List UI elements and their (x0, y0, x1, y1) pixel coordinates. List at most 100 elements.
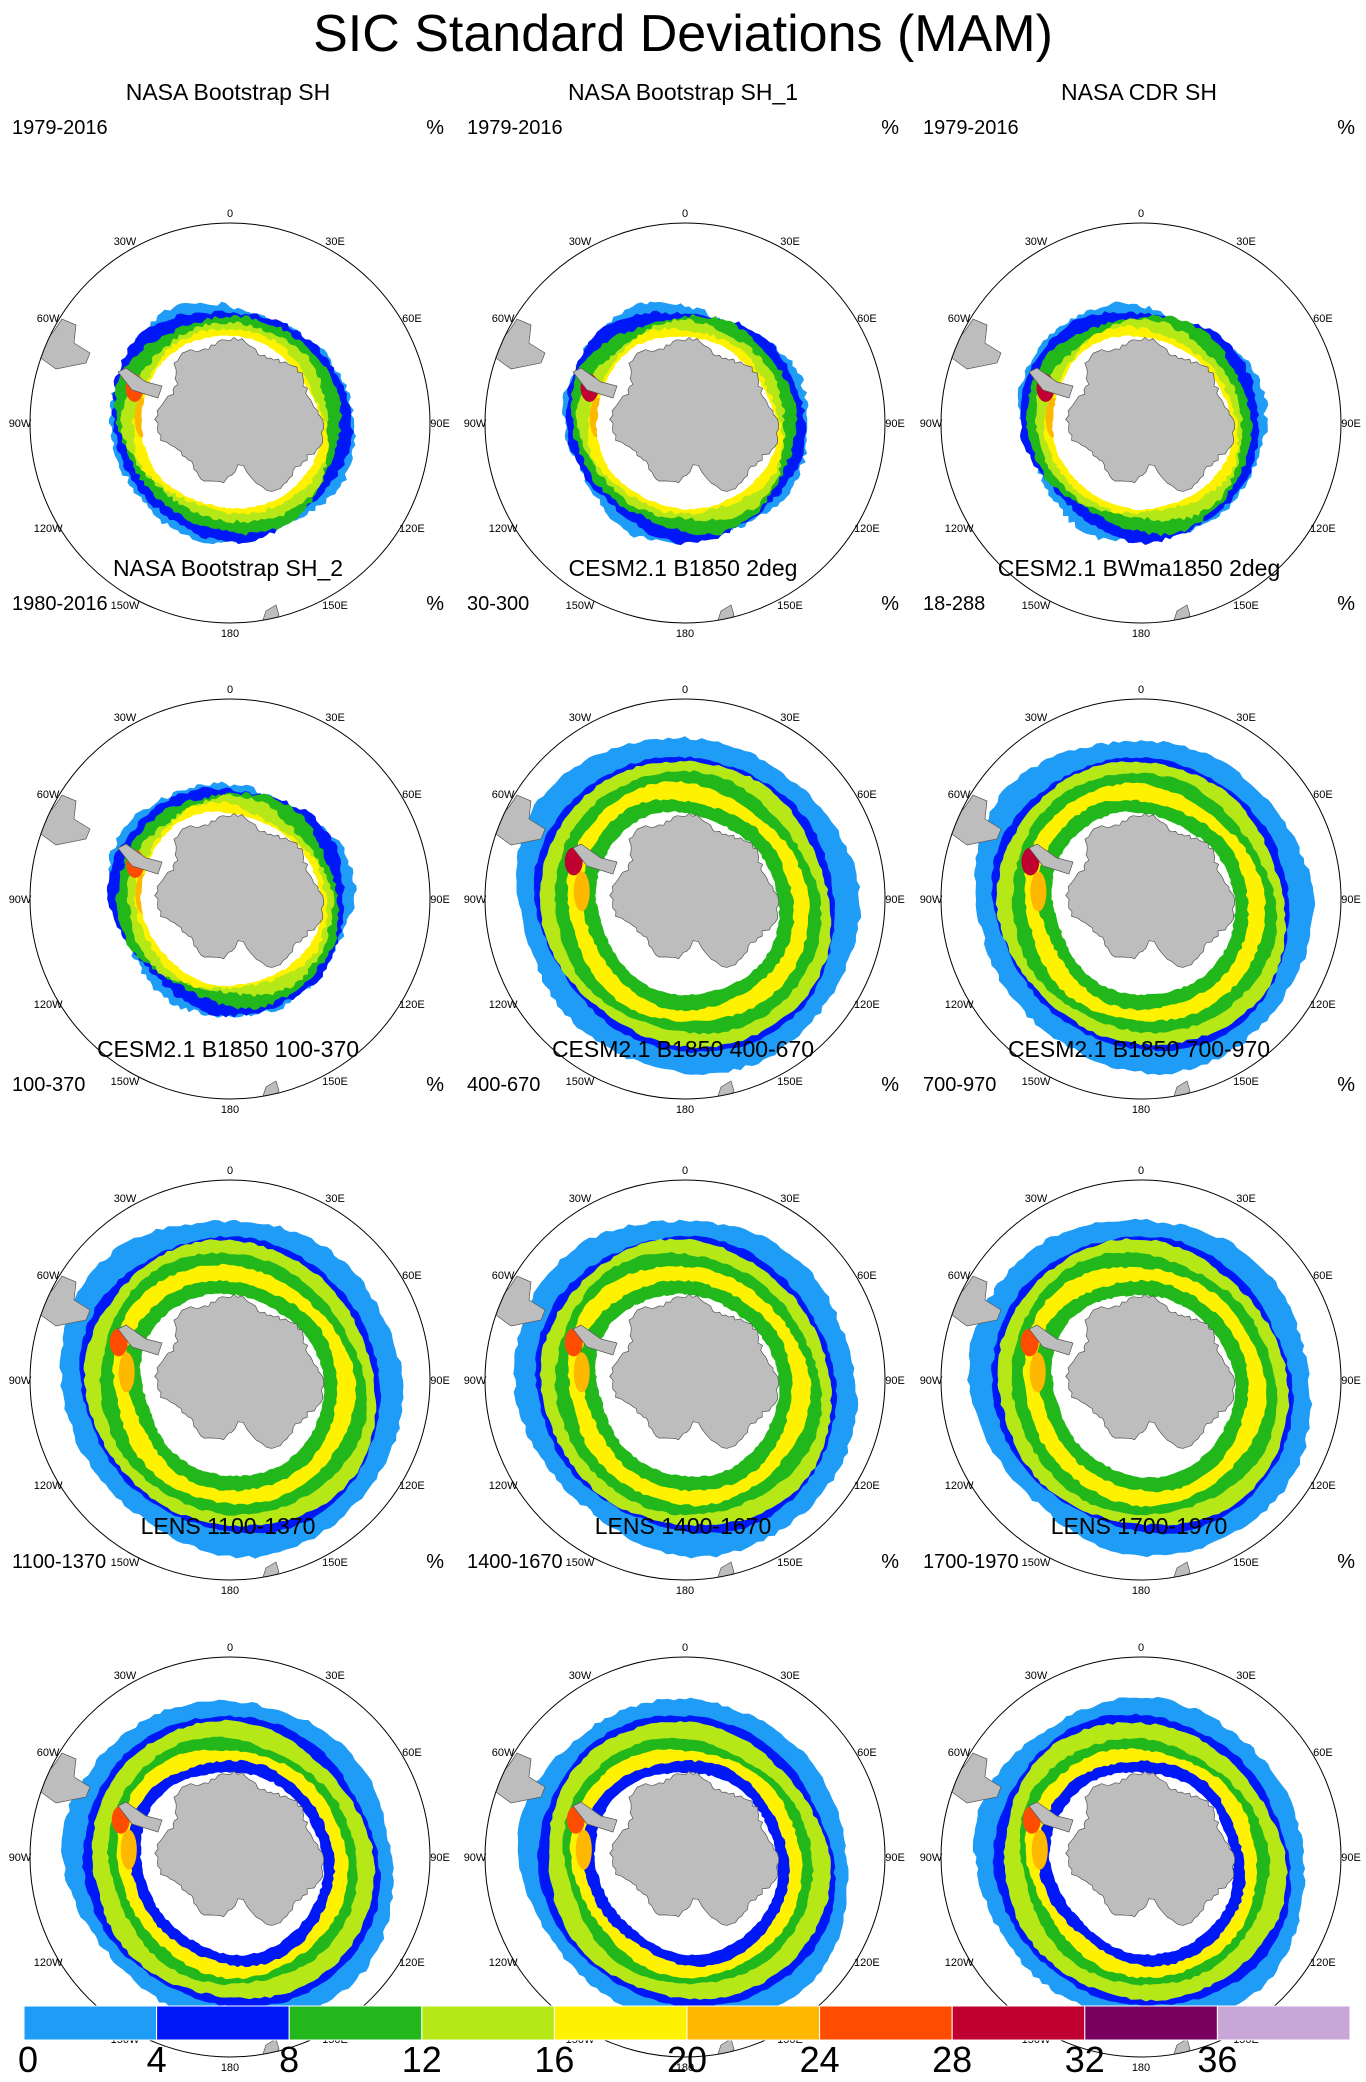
colorbar-tick-label: 16 (534, 2039, 575, 2080)
longitude-label: 30W (114, 1193, 137, 1205)
map-boundary (940, 222, 1342, 624)
longitude-label: 120W (34, 999, 63, 1011)
longitude-label: 90E (1341, 1375, 1361, 1387)
south-america-tip (488, 1275, 546, 1327)
antarctic-peninsula (572, 367, 618, 399)
longitude-label: 0 (682, 208, 688, 220)
sic-peak-20 (575, 1829, 592, 1870)
longitude-label: 60E (857, 1747, 877, 1759)
longitude-label: 120E (854, 1957, 880, 1969)
longitude-label: 60E (402, 1270, 422, 1282)
longitude-label: 60W (37, 1270, 60, 1282)
longitude-label: 90E (430, 1375, 450, 1387)
longitude-label: 150E (777, 1557, 803, 1569)
longitude-label: 60W (37, 1747, 60, 1759)
longitude-label: 150W (566, 600, 595, 612)
colorbar-tick-label: 32 (1064, 2039, 1105, 2080)
longitude-label: 120W (489, 1957, 518, 1969)
longitude-label: 0 (227, 208, 233, 220)
longitude-label: 30E (780, 236, 800, 248)
longitude-label: 120E (854, 999, 880, 1011)
map-boundary (29, 1656, 431, 2058)
longitude-label: 150E (777, 600, 803, 612)
longitude-label: 180 (1132, 2062, 1150, 2074)
antarctic-peninsula (572, 1324, 618, 1356)
longitude-label: 90W (9, 418, 32, 430)
longitude-label: 180 (221, 1104, 239, 1116)
longitude-label: 90W (920, 894, 943, 906)
longitude-label: 150W (566, 1557, 595, 1569)
longitude-label: 60E (857, 1270, 877, 1282)
south-america-tip (488, 1752, 546, 1804)
panel-title: CESM2.1 B1850 100-370 (96, 1036, 360, 1062)
polar-map: 0 30E 60E 90E 120E 150E 180 150W 120W 90W 60W 30W (9, 1165, 450, 1597)
longitude-label: 0 (682, 684, 688, 696)
antarctica-landmass (609, 1293, 780, 1449)
longitude-label: 60E (1313, 1270, 1333, 1282)
longitude-label: 90E (885, 1375, 905, 1387)
polar-map: 0 30E 60E 90E 120E 150E 180 150W 120W 90W 60W 30W (920, 684, 1361, 1116)
antarctica-landmass (1065, 336, 1236, 492)
panel-period: 1979-2016 (923, 117, 1019, 139)
polar-map: 0 30E 60E 90E 120E 150E 180 150W 120W 90W 60W 30W (9, 208, 450, 640)
longitude-label: 90E (430, 1852, 450, 1864)
figure-title: SIC Standard Deviations (MAM) (313, 5, 1053, 63)
polar-map: 0 30E 60E 90E 120E 150E 180 150W 120W 90W 60W 30W (464, 208, 905, 640)
longitude-label: 150W (111, 1557, 140, 1569)
antarctic-peninsula (572, 1801, 618, 1833)
sic-peak-20 (1030, 871, 1047, 912)
longitude-label: 180 (221, 1585, 239, 1597)
longitude-label: 120W (34, 1957, 63, 1969)
map-boundary (484, 698, 886, 1100)
longitude-label: 120W (489, 1480, 518, 1492)
longitude-label: 90W (464, 418, 487, 430)
longitude-label: 60W (492, 1270, 515, 1282)
map-panel: 0 30E 60E 90E 120E 150E 180 150W 120W 90W 60W 30W LE… (911, 1512, 1366, 2074)
polar-map: 0 30E 60E 90E 120E 150E 180 150W 120W 90W 60W 30W (464, 684, 905, 1116)
longitude-label: 60E (1313, 1747, 1333, 1759)
longitude-label: 0 (1138, 1165, 1144, 1177)
longitude-label: 60E (857, 789, 877, 801)
colorbar-tick-label: 12 (401, 2039, 442, 2080)
longitude-label: 60E (1313, 313, 1333, 325)
panel-period: 1979-2016 (12, 117, 108, 139)
longitude-label: 150E (777, 1076, 803, 1088)
longitude-label: 60W (948, 1270, 971, 1282)
colorbar-bin (553, 2005, 688, 2041)
antarctica-landmass (609, 1770, 780, 1926)
antarctica-landmass (1065, 1293, 1236, 1449)
panel-title: CESM2.1 B1850 400-670 (551, 1036, 815, 1062)
colorbar-bin (288, 2005, 423, 2041)
colorbar-bin (156, 2005, 290, 2041)
longitude-label: 90E (1341, 1852, 1361, 1864)
panel-units: % (1337, 1074, 1355, 1096)
longitude-label: 90E (1341, 894, 1361, 906)
longitude-label: 90W (920, 1852, 943, 1864)
longitude-label: 0 (1138, 1642, 1144, 1654)
panel-period: 18-288 (923, 593, 986, 615)
panel-period: 1979-2016 (467, 117, 563, 139)
longitude-label: 180 (676, 2062, 694, 2074)
panel-title: CESM2.1 B1850 2deg (568, 555, 798, 581)
longitude-label: 180 (676, 628, 694, 640)
polar-map: 0 30E 60E 90E 120E 150E 180 150W 120W 90W 60W 30W (920, 1165, 1361, 1597)
map-panel: 0 30E 60E 90E 120E 150E 180 150W 120W 90W 60W 30W NA… (455, 78, 911, 640)
longitude-label: 120W (945, 523, 974, 535)
longitude-label: 90E (1341, 418, 1361, 430)
antarctica-landmass (1065, 812, 1236, 968)
map-boundary (29, 222, 431, 624)
longitude-label: 150E (1233, 1557, 1259, 1569)
panel-period: 700-970 (923, 1074, 997, 1096)
longitude-label: 120W (945, 999, 974, 1011)
panel-units: % (881, 117, 899, 139)
longitude-label: 30E (780, 712, 800, 724)
sic-peak-20 (1029, 1352, 1046, 1393)
panel-period: 1400-1670 (467, 1551, 563, 1573)
map-boundary (940, 1179, 1342, 1581)
longitude-label: 30E (325, 236, 345, 248)
longitude-label: 150E (322, 600, 348, 612)
map-boundary (940, 698, 1342, 1100)
longitude-label: 0 (227, 684, 233, 696)
longitude-label: 90W (464, 894, 487, 906)
panel-title: CESM2.1 B1850 700-970 (1007, 1036, 1271, 1062)
